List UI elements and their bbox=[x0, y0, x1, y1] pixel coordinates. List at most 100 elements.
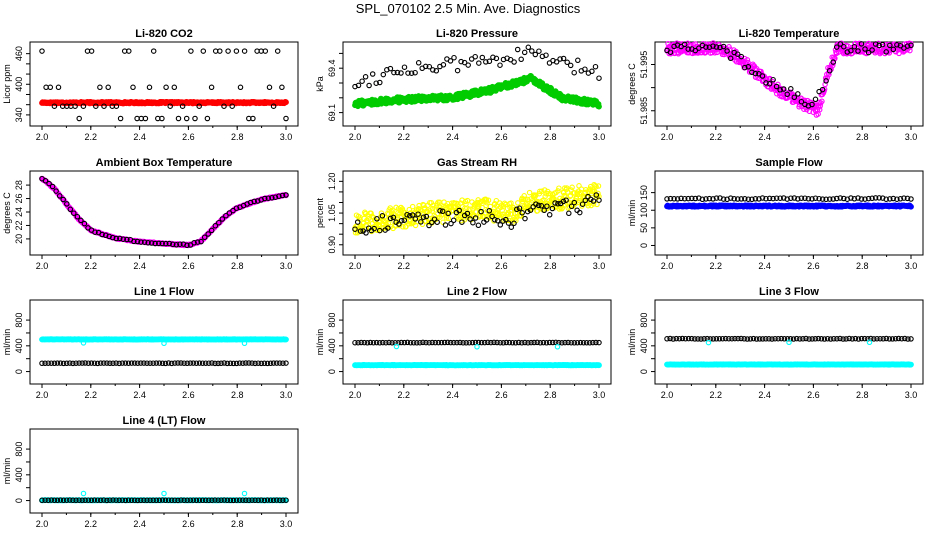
data-point bbox=[458, 58, 464, 65]
x-tick-label: 2.2 bbox=[85, 390, 98, 400]
x-tick-label: 2.8 bbox=[231, 390, 244, 400]
data-point bbox=[887, 42, 893, 49]
data-point bbox=[529, 48, 535, 54]
data-point bbox=[908, 361, 914, 368]
x-tick-label: 2.8 bbox=[544, 132, 557, 142]
data-point bbox=[904, 43, 911, 49]
y-tick-label: 400 bbox=[14, 467, 24, 482]
data-point bbox=[405, 70, 411, 76]
x-tick-label: 2.8 bbox=[856, 390, 869, 400]
data-point bbox=[475, 222, 482, 229]
x-tick-label: 2.6 bbox=[807, 390, 820, 400]
y-tick-label: 24 bbox=[14, 207, 24, 217]
x-tick-label: 2.6 bbox=[182, 390, 195, 400]
panel-title: Line 3 Flow bbox=[759, 286, 819, 298]
x-tick-label: 2.6 bbox=[495, 132, 508, 142]
data-point bbox=[858, 41, 865, 47]
x-axis: 2.0 2.2 2.4 2.6 2.8 3.0 bbox=[36, 126, 292, 142]
data-point bbox=[80, 103, 87, 109]
y-tick-label: 400 bbox=[327, 338, 337, 353]
data-point bbox=[105, 84, 111, 91]
data-point bbox=[241, 490, 248, 497]
panel-title: Line 4 (LT) Flow bbox=[123, 415, 206, 427]
data-point bbox=[192, 115, 198, 122]
x-axis: 2.0 2.2 2.4 2.6 2.8 3.0 bbox=[36, 384, 292, 400]
data-point bbox=[150, 48, 157, 54]
x-axis: 2.0 2.2 2.4 2.6 2.8 3.0 bbox=[661, 126, 918, 142]
data-point bbox=[742, 64, 748, 71]
data-point bbox=[890, 46, 897, 53]
data-point bbox=[795, 91, 801, 97]
data-point bbox=[819, 86, 826, 93]
data-point bbox=[596, 75, 602, 81]
x-tick-label: 2.0 bbox=[36, 519, 49, 529]
x-tick-label: 3.0 bbox=[905, 132, 918, 142]
y-axis-label: ml/min bbox=[315, 329, 325, 356]
y-tick-label: 0.90 bbox=[327, 236, 337, 254]
x-tick-label: 2.0 bbox=[349, 261, 362, 271]
data-point bbox=[862, 46, 868, 52]
y-tick-label: 0 bbox=[14, 369, 24, 374]
data-point bbox=[883, 49, 889, 55]
data-point bbox=[408, 70, 415, 76]
data-point bbox=[724, 48, 730, 54]
data-point bbox=[51, 103, 58, 109]
data-point bbox=[39, 48, 45, 54]
data-point bbox=[117, 115, 124, 122]
data-point bbox=[685, 46, 691, 52]
data-point bbox=[556, 185, 562, 191]
series-line1-black bbox=[39, 360, 289, 367]
data-point bbox=[369, 71, 376, 77]
y-tick-label: 0 bbox=[327, 369, 337, 374]
data-point bbox=[739, 57, 745, 63]
data-point bbox=[113, 103, 120, 109]
data-point bbox=[908, 42, 914, 49]
y-axis-label: percent bbox=[315, 197, 325, 228]
data-point bbox=[869, 47, 875, 53]
series-ambient bbox=[39, 175, 289, 249]
data-point bbox=[142, 115, 149, 122]
x-tick-label: 3.0 bbox=[280, 519, 293, 529]
y-tick-label: 150 bbox=[639, 185, 649, 200]
data-point bbox=[908, 203, 914, 210]
y-tick-label: 0 bbox=[14, 498, 24, 503]
x-tick-label: 2.0 bbox=[36, 261, 49, 271]
data-point bbox=[816, 106, 823, 113]
y-axis: 69.169.4 bbox=[327, 52, 343, 121]
data-point bbox=[472, 53, 478, 60]
data-point bbox=[200, 48, 207, 54]
data-point bbox=[188, 48, 194, 54]
data-point bbox=[171, 84, 178, 91]
y-tick-label: 69.4 bbox=[327, 59, 337, 77]
y-axis-label: ml/min bbox=[627, 329, 637, 356]
x-tick-label: 2.0 bbox=[349, 132, 362, 142]
x-axis: 2.0 2.2 2.4 2.6 2.8 3.0 bbox=[349, 126, 605, 142]
data-point bbox=[454, 67, 461, 74]
data-point bbox=[817, 103, 823, 109]
data-point bbox=[430, 67, 436, 73]
x-tick-label: 2.6 bbox=[807, 132, 820, 142]
data-point bbox=[465, 62, 471, 68]
y-tick-label: 0 bbox=[639, 243, 649, 248]
data-point bbox=[564, 59, 570, 66]
data-point bbox=[221, 103, 227, 109]
x-tick-label: 2.0 bbox=[661, 261, 674, 271]
data-point bbox=[596, 339, 602, 346]
x-tick-label: 2.0 bbox=[661, 390, 674, 400]
x-tick-label: 2.8 bbox=[856, 261, 869, 271]
data-point bbox=[521, 49, 528, 56]
data-point bbox=[377, 79, 383, 86]
data-point bbox=[241, 48, 248, 54]
series-sample-raw bbox=[664, 195, 914, 203]
x-tick-label: 2.2 bbox=[85, 261, 98, 271]
data-point bbox=[387, 65, 394, 72]
data-point bbox=[734, 51, 741, 57]
data-point bbox=[710, 43, 716, 49]
panel-title: Li-820 Temperature bbox=[739, 28, 840, 40]
